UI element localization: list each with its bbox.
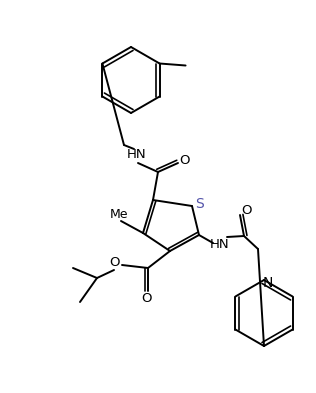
Text: S: S — [195, 197, 204, 211]
Text: O: O — [180, 154, 190, 167]
Text: N: N — [263, 276, 273, 290]
Text: HN: HN — [210, 239, 230, 252]
Text: O: O — [242, 204, 252, 217]
Text: O: O — [110, 255, 120, 268]
Text: Me: Me — [110, 208, 128, 220]
Text: O: O — [142, 292, 152, 305]
Text: HN: HN — [127, 149, 147, 162]
